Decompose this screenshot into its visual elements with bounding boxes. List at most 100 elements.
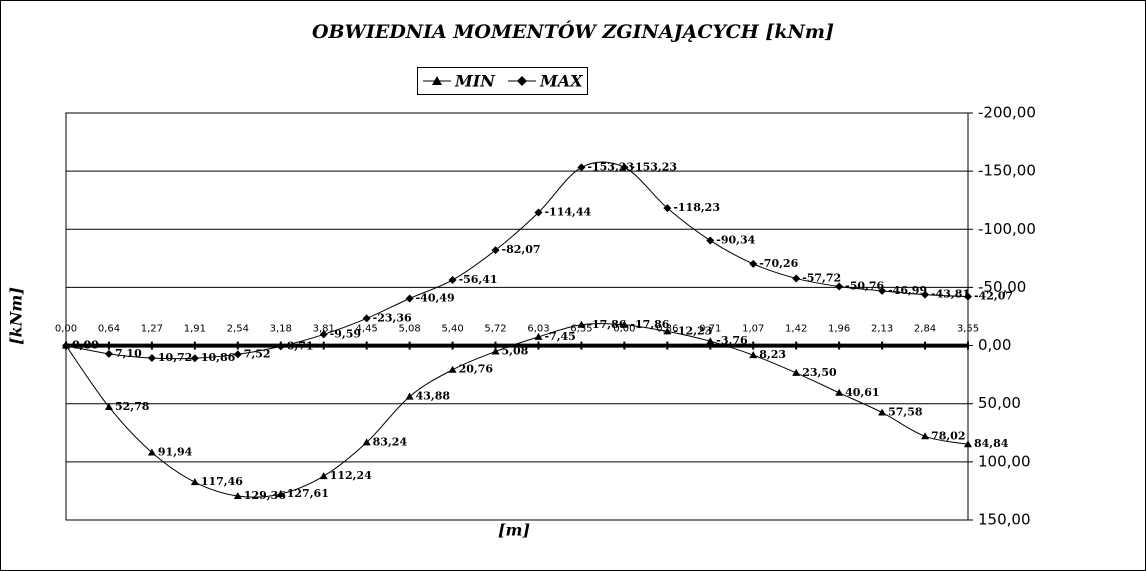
y-tick-label: 150,00 (978, 511, 1031, 529)
data-label: 91,94 (158, 445, 193, 458)
x-tick-label: 1,91 (184, 324, 206, 335)
data-label: -12,23 (673, 324, 712, 337)
marker (749, 351, 758, 359)
legend-label: MAX (539, 72, 583, 91)
marker (62, 341, 70, 350)
data-label: -118,23 (673, 201, 720, 214)
data-label: -46,99 (888, 284, 927, 297)
data-label: 7,10 (115, 347, 142, 360)
data-label: -153,23 (630, 160, 677, 173)
chart-title: OBWIEDNIA MOMENTÓW ZGINAJĄCYCH [kNm] (312, 20, 834, 43)
legend: MIN MAX (417, 67, 588, 95)
marker (706, 236, 715, 245)
x-tick-label: 6,03 (527, 324, 549, 335)
x-tick-label: 5,08 (398, 324, 420, 335)
marker (190, 478, 199, 486)
data-label: 84,84 (974, 437, 1009, 450)
data-label: 10,86 (201, 351, 236, 364)
data-label: 43,88 (416, 390, 451, 403)
data-label: 52,78 (115, 400, 150, 413)
marker (835, 282, 844, 291)
data-label: 23,50 (802, 366, 837, 379)
data-label: 127,61 (287, 487, 329, 500)
marker (534, 208, 543, 217)
data-label: 0,00 (72, 339, 99, 352)
x-axis-title: [m] (498, 521, 530, 540)
x-tick-label: 0,00 (55, 324, 77, 335)
series-line (65, 323, 969, 498)
data-label: 5,08 (502, 344, 529, 357)
data-label: 117,46 (201, 475, 243, 488)
legend-marker (517, 76, 527, 86)
marker (448, 365, 457, 373)
data-label: -17,86 (587, 318, 626, 331)
data-label: -3,76 (716, 334, 748, 347)
data-label: 78,02 (931, 429, 965, 442)
data-label: 0,71 (287, 339, 314, 352)
y-tick-label: 100,00 (978, 452, 1031, 470)
marker (147, 354, 156, 363)
data-label: -43,81 (931, 288, 970, 301)
y-tick-label: 50,00 (978, 394, 1021, 412)
marker (964, 292, 972, 301)
data-label: -40,49 (416, 291, 455, 304)
marker (362, 314, 371, 323)
marker (362, 438, 371, 446)
marker (921, 432, 930, 440)
marker (706, 337, 715, 345)
marker (620, 163, 629, 172)
x-tick-label: 3,55 (957, 324, 979, 335)
y-tick-label: -200,00 (978, 104, 1036, 122)
legend-marker (432, 76, 442, 85)
marker (190, 354, 199, 363)
x-tick-label: 1,96 (828, 324, 850, 335)
x-tick-label: 1,07 (742, 324, 764, 335)
data-label: 20,76 (459, 363, 494, 376)
data-label: -90,34 (716, 234, 755, 247)
marker (792, 274, 801, 283)
series-line (65, 161, 969, 360)
data-label: -114,44 (544, 205, 591, 218)
data-label: -153,23 (587, 160, 634, 173)
marker (319, 330, 328, 339)
marker (835, 388, 844, 396)
marker (577, 320, 586, 328)
x-tick-label: 0,00 (613, 324, 635, 335)
x-tick-label: 2,54 (227, 324, 249, 335)
data-label: -7,45 (544, 330, 575, 343)
data-label: 8,23 (759, 348, 786, 361)
data-label: 112,24 (330, 469, 372, 482)
y-tick-label: -50,00 (978, 278, 1026, 296)
marker (663, 327, 672, 335)
marker (663, 204, 672, 213)
marker (276, 342, 285, 351)
x-tick-label: 5,72 (484, 324, 506, 335)
data-label: -70,26 (759, 257, 798, 270)
x-tick-label: 2,13 (871, 324, 893, 335)
marker (405, 294, 414, 303)
data-label: 83,24 (373, 435, 408, 448)
x-tick-label: 1,27 (141, 324, 163, 335)
marker (534, 332, 543, 340)
data-label: 7,52 (244, 347, 271, 360)
marker (233, 350, 242, 359)
y-tick-label: -100,00 (978, 220, 1036, 238)
x-tick-label: 6,35 (570, 324, 592, 335)
x-tick-label: 5,40 (441, 324, 463, 335)
marker (233, 491, 242, 499)
marker (577, 163, 586, 172)
data-label: -82,07 (502, 243, 541, 256)
x-tick-label: 2,84 (914, 324, 936, 335)
y-axis-title: [kNm] (7, 287, 26, 345)
data-label: -17,86 (630, 318, 669, 331)
x-tick-label: 0,71 (699, 324, 721, 335)
marker (749, 259, 758, 268)
marker (147, 448, 156, 456)
data-label: 57,58 (888, 406, 923, 419)
data-label: 129,36 (244, 489, 286, 502)
data-label: -9,59 (330, 327, 361, 340)
data-label: 10,72 (158, 351, 192, 364)
marker (878, 408, 887, 416)
y-tick-label: 0,00 (978, 336, 1011, 354)
